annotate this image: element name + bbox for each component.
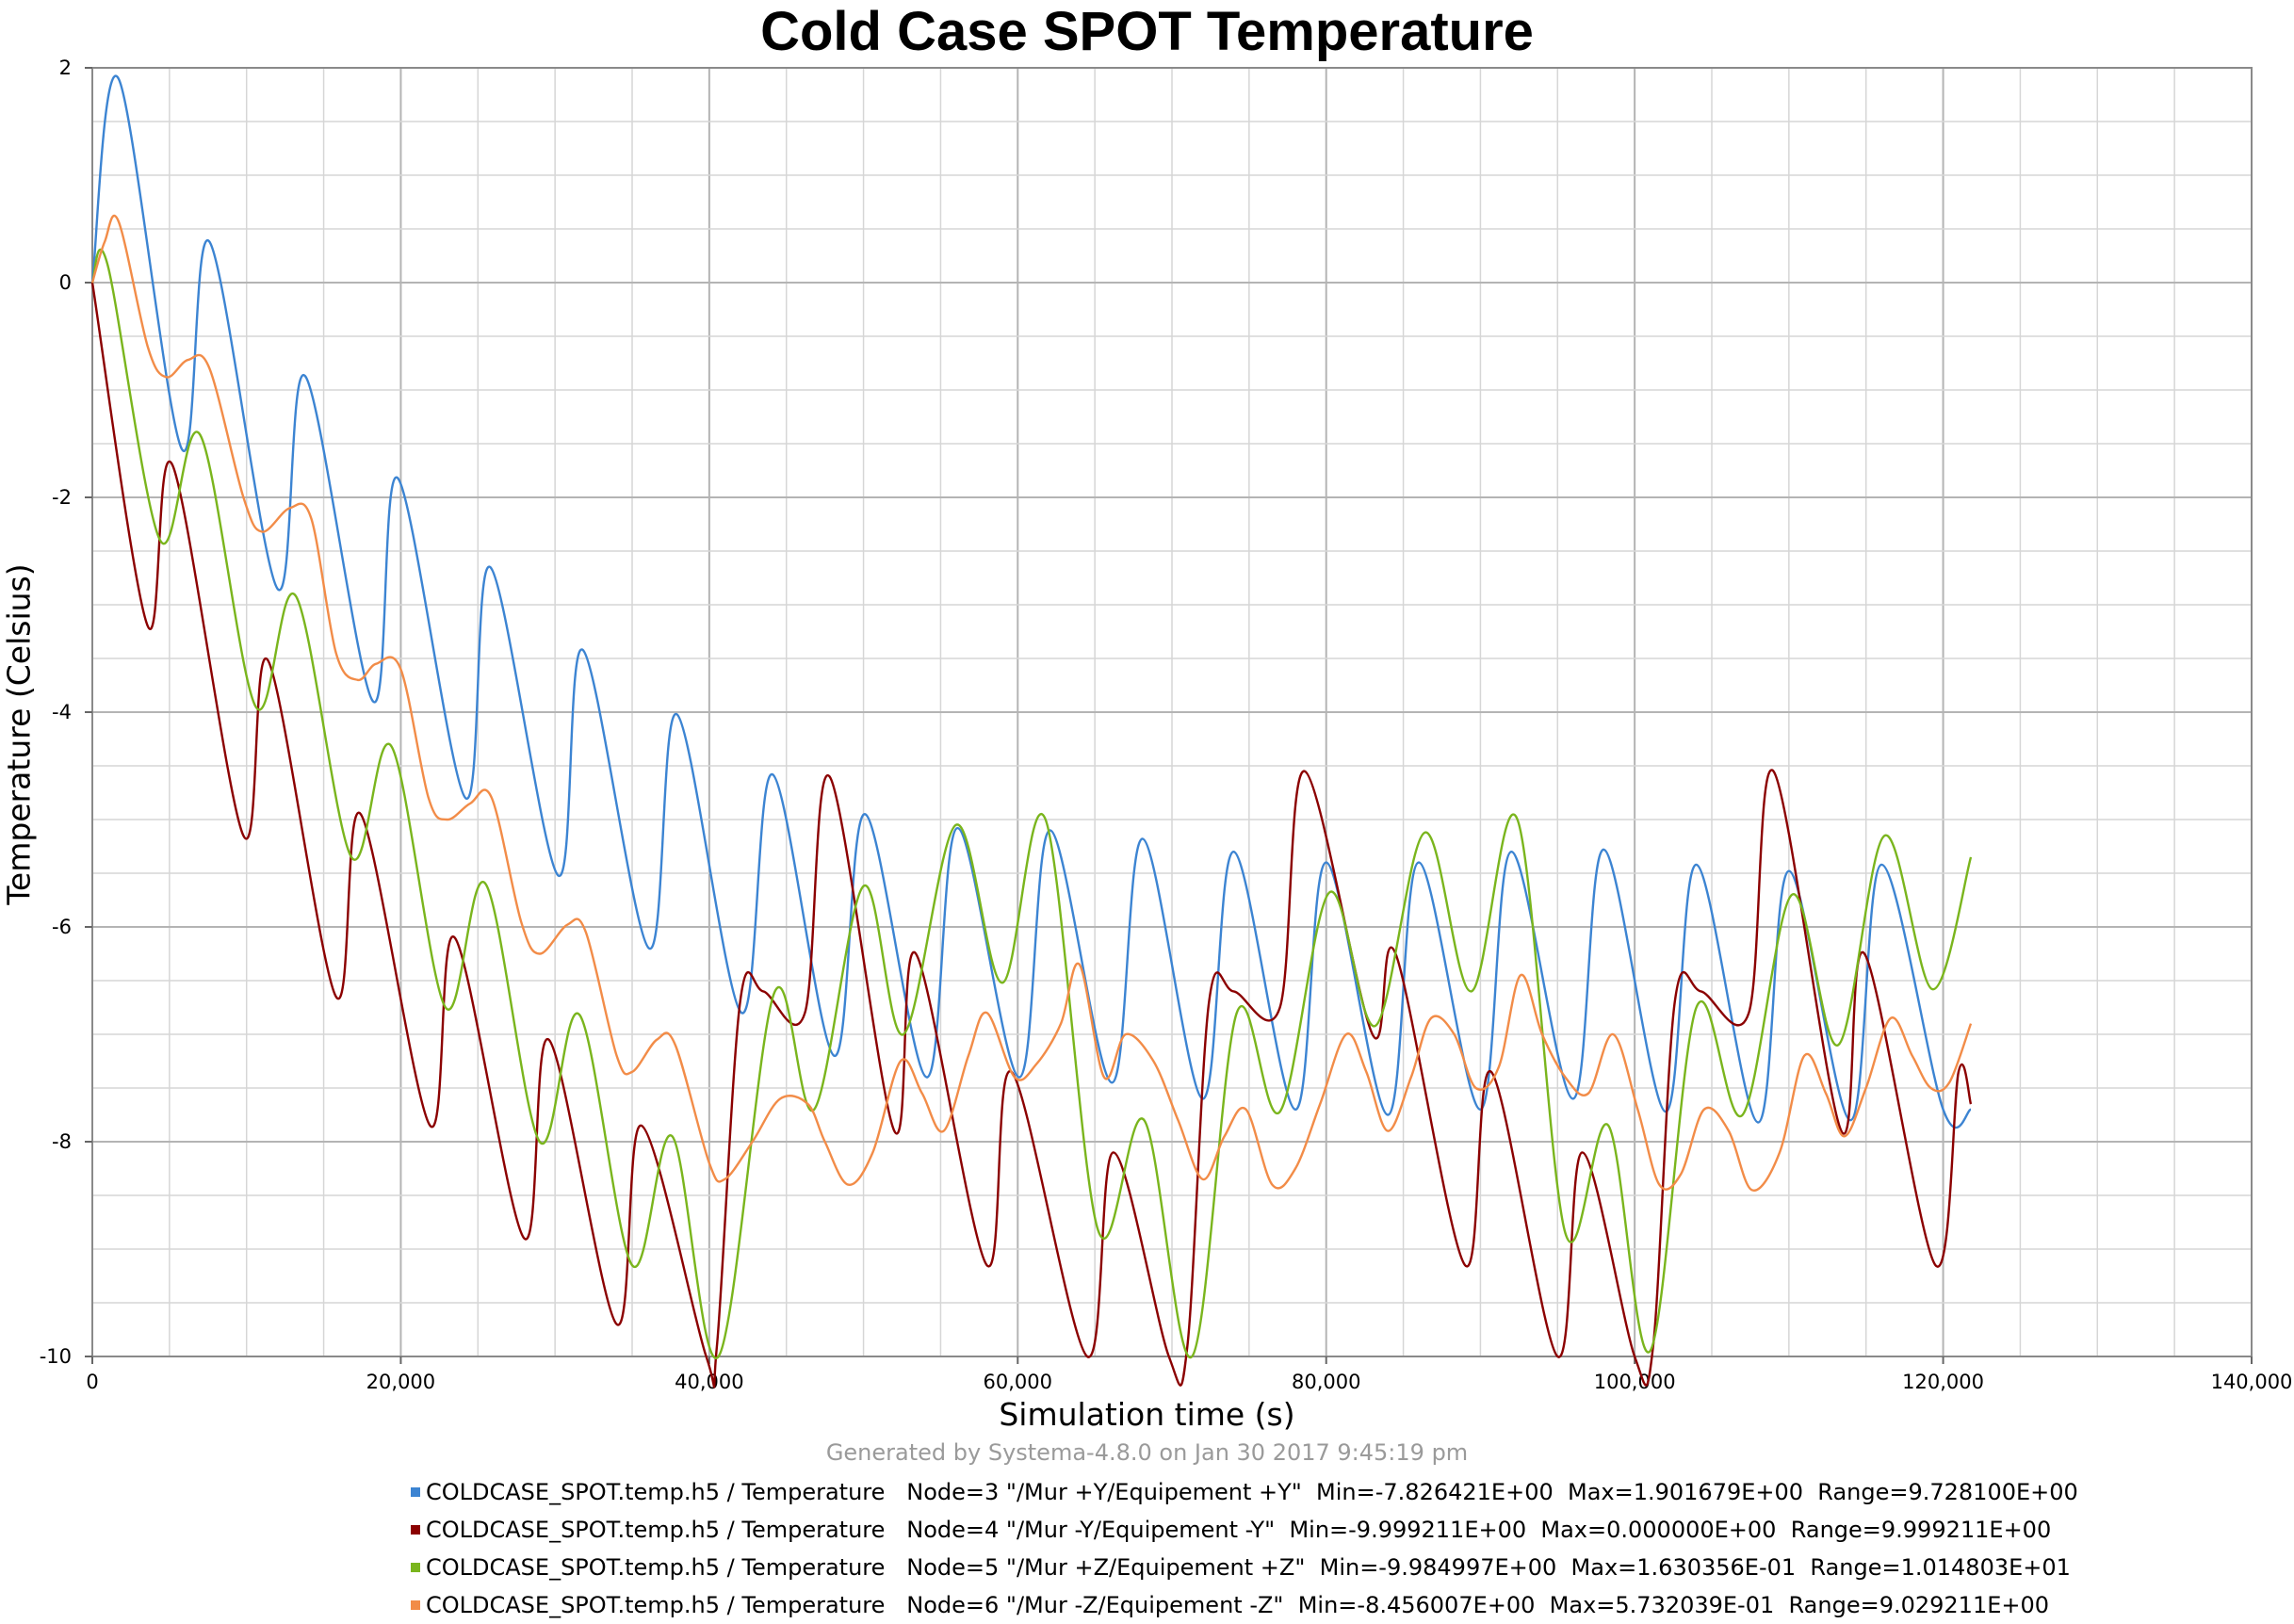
series-line-0 (90, 74, 1972, 1129)
x-tick-label: 20,000 (366, 1371, 435, 1393)
x-tick-label: 80,000 (1292, 1371, 1360, 1393)
legend-label: COLDCASE_SPOT.temp.h5 / Temperature Node… (426, 1517, 2052, 1543)
y-tick-label: 0 (59, 271, 72, 294)
chart-title: Cold Case SPOT Temperature (760, 1, 1534, 62)
legend-entry-node-4: COLDCASE_SPOT.temp.h5 / Temperature Node… (411, 1511, 2078, 1549)
legend-entry-node-3: COLDCASE_SPOT.temp.h5 / Temperature Node… (411, 1473, 2078, 1511)
legend-label: COLDCASE_SPOT.temp.h5 / Temperature Node… (426, 1479, 2078, 1505)
legend-swatch (411, 1525, 420, 1535)
legend-swatch (411, 1600, 420, 1610)
series-line-3 (90, 214, 1973, 1192)
legend-swatch (411, 1563, 420, 1572)
y-tick-label: -4 (52, 701, 72, 723)
x-axis-label: Simulation time (s) (999, 1396, 1295, 1433)
y-tick-label: -2 (52, 486, 72, 509)
legend-label: COLDCASE_SPOT.temp.h5 / Temperature Node… (426, 1592, 2050, 1618)
legend-entry-node-5: COLDCASE_SPOT.temp.h5 / Temperature Node… (411, 1549, 2078, 1586)
x-tick-label: 40,000 (675, 1371, 743, 1393)
grid (91, 67, 2253, 1357)
x-tick-label: 0 (86, 1371, 98, 1393)
legend-entry-node-6: COLDCASE_SPOT.temp.h5 / Temperature Node… (411, 1586, 2078, 1624)
x-tick-label: 60,000 (984, 1371, 1052, 1393)
legend: COLDCASE_SPOT.temp.h5 / Temperature Node… (411, 1473, 2078, 1624)
series-lines (90, 74, 1973, 1389)
y-axis-label: Temperature (Celsius) (0, 563, 38, 905)
axis-ticks: 0 20,000 40,000 60,000 80,000 100,000 120,000 1… (40, 57, 2293, 1393)
y-tick-label: -10 (40, 1345, 72, 1368)
series-line-1 (90, 282, 1973, 1389)
y-tick-label: 2 (59, 57, 72, 79)
x-tick-label: 100,000 (1594, 1371, 1676, 1393)
x-tick-label: 120,000 (1902, 1371, 1984, 1393)
x-tick-label: 140,000 (2211, 1371, 2293, 1393)
y-tick-label: -6 (52, 916, 72, 938)
y-tick-label: -8 (52, 1130, 72, 1153)
legend-label: COLDCASE_SPOT.temp.h5 / Temperature Node… (426, 1554, 2071, 1581)
series-line-2 (90, 248, 1973, 1360)
generated-footer: Generated by Systema-4.8.0 on Jan 30 201… (825, 1439, 1469, 1466)
legend-swatch (411, 1487, 420, 1497)
